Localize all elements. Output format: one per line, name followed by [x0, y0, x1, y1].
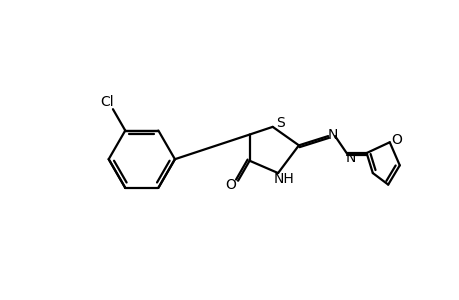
- Text: O: O: [224, 178, 235, 192]
- Text: S: S: [275, 116, 284, 130]
- Text: O: O: [391, 133, 401, 147]
- Text: N: N: [327, 128, 337, 142]
- Text: Cl: Cl: [100, 95, 113, 109]
- Text: N: N: [345, 152, 355, 165]
- Text: NH: NH: [273, 172, 294, 186]
